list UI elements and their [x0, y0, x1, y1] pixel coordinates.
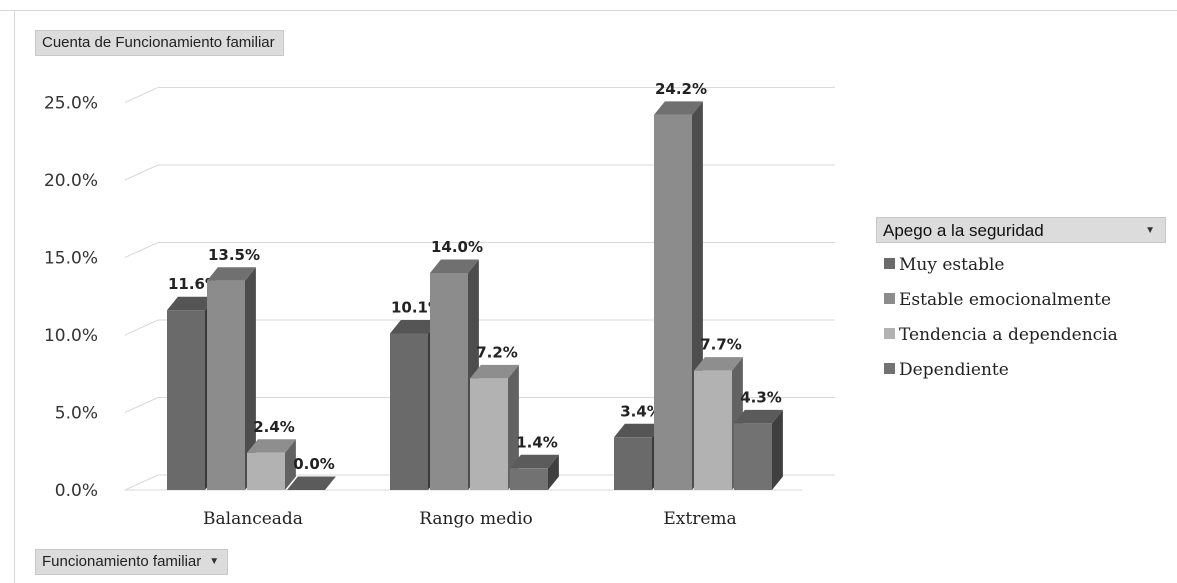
legend-item-label: Estable emocionalmente — [899, 290, 1112, 310]
bar-side — [508, 364, 519, 490]
bar-top — [694, 357, 743, 371]
bar-top — [287, 476, 336, 490]
bar-side — [772, 409, 783, 490]
legend-item: Estable emocionalmente — [884, 288, 1111, 312]
gridline-depth — [124, 319, 159, 336]
bar — [614, 437, 652, 490]
axis-field-button[interactable]: Funcionamiento familiar ▼ — [35, 549, 229, 575]
bar-side — [548, 454, 559, 490]
legend-field-label: Apego a la seguridad — [883, 221, 1044, 240]
bar — [654, 114, 692, 491]
data-label: 13.5% — [208, 246, 260, 264]
x-category-label: Extrema — [663, 509, 736, 529]
bar-top — [654, 101, 703, 115]
value-field-button[interactable]: Cuenta de Funcionamiento familiar — [35, 30, 284, 56]
legend-item: Muy estable — [884, 253, 1005, 277]
bar — [694, 370, 732, 490]
bar — [510, 468, 548, 490]
y-tick-label: 25.0% — [44, 94, 98, 114]
y-tick-label: 15.0% — [44, 249, 98, 269]
bar-top — [614, 423, 663, 438]
chart-frame-top — [0, 10, 1177, 11]
bar — [470, 378, 508, 490]
x-category-label: Balanceada — [203, 509, 303, 529]
legend-swatch — [884, 328, 895, 339]
data-label: 24.2% — [655, 80, 707, 98]
bar-side — [245, 267, 256, 490]
legend-item: Dependiente — [884, 358, 1009, 382]
data-label: 14.0% — [431, 238, 483, 256]
x-category-label: Rango medio — [419, 509, 533, 529]
legend-item-label: Tendencia a dependencia — [899, 325, 1118, 345]
legend-item-label: Muy estable — [899, 255, 1005, 275]
bar — [430, 273, 468, 490]
y-tick-label: 10.0% — [44, 326, 98, 346]
legend-item: Tendencia a dependencia — [884, 323, 1118, 347]
gridline-depth — [124, 87, 159, 103]
y-tick-label: 5.0% — [55, 404, 98, 424]
legend-swatch — [884, 363, 895, 374]
legend-swatch — [884, 258, 895, 269]
data-label: 4.3% — [740, 388, 782, 406]
bar-side — [285, 439, 296, 490]
bar-top — [734, 409, 783, 424]
data-label: 7.2% — [476, 343, 518, 361]
bar-top — [167, 296, 216, 311]
gridline-depth — [124, 474, 159, 491]
data-label: 7.7% — [700, 336, 742, 354]
bar — [167, 310, 205, 490]
bar — [390, 333, 428, 490]
bar-top — [207, 267, 256, 281]
chart-frame-left — [14, 10, 15, 583]
y-tick-label: 20.0% — [44, 171, 98, 191]
bar-top — [510, 454, 559, 469]
legend-item-label: Dependiente — [899, 360, 1009, 380]
legend-swatch — [884, 293, 895, 304]
axis-field-label: Funcionamiento familiar — [42, 553, 202, 570]
data-label: 1.4% — [516, 433, 558, 451]
data-label: 3.4% — [620, 402, 662, 420]
bar-top — [430, 259, 479, 273]
legend-field-button[interactable]: Apego a la seguridad ▼ — [876, 217, 1166, 243]
bar-top — [470, 364, 519, 379]
bar — [734, 423, 772, 490]
dropdown-arrow-icon: ▼ — [1145, 225, 1155, 236]
gridline-depth — [124, 242, 159, 258]
bar — [207, 280, 245, 490]
data-label: 2.4% — [253, 418, 295, 436]
y-tick-label: 0.0% — [55, 481, 98, 501]
dropdown-arrow-icon: ▼ — [209, 556, 220, 568]
value-field-label: Cuenta de Funcionamiento familiar — [42, 34, 275, 51]
bar-top — [390, 319, 439, 334]
data-label: 0.0% — [293, 455, 335, 473]
gridline-depth — [124, 397, 159, 413]
gridline-depth — [124, 164, 159, 181]
bar — [247, 452, 285, 490]
bar-top — [247, 439, 296, 453]
